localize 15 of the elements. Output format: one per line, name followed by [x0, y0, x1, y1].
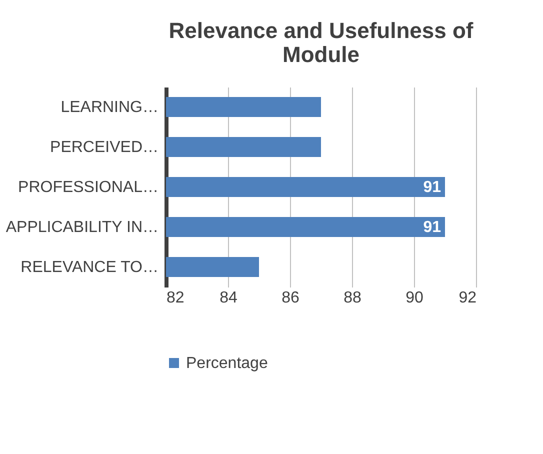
x-tick-label: 86	[282, 290, 300, 306]
data-label: 91	[423, 179, 442, 196]
y-tick-label: PERCEIVED…	[50, 139, 158, 156]
y-tick-label: LEARNING…	[60, 99, 158, 116]
y-tick-label: APPLICABILITY IN…	[6, 219, 158, 236]
x-tick-label: 84	[220, 290, 238, 306]
y-tick-label: PROFESSIONAL…	[18, 179, 158, 196]
x-tick-label: 82	[166, 290, 184, 306]
x-tick-label: 88	[344, 290, 362, 306]
legend-label: Percentage	[186, 355, 268, 372]
y-tick-label: RELEVANCE TO…	[20, 259, 158, 276]
data-label: 91	[423, 219, 442, 236]
x-tick-label: 92	[458, 290, 477, 306]
chart-title: Relevance and Usefulness of Module	[168, 18, 474, 67]
x-tick-label: 90	[406, 290, 424, 306]
